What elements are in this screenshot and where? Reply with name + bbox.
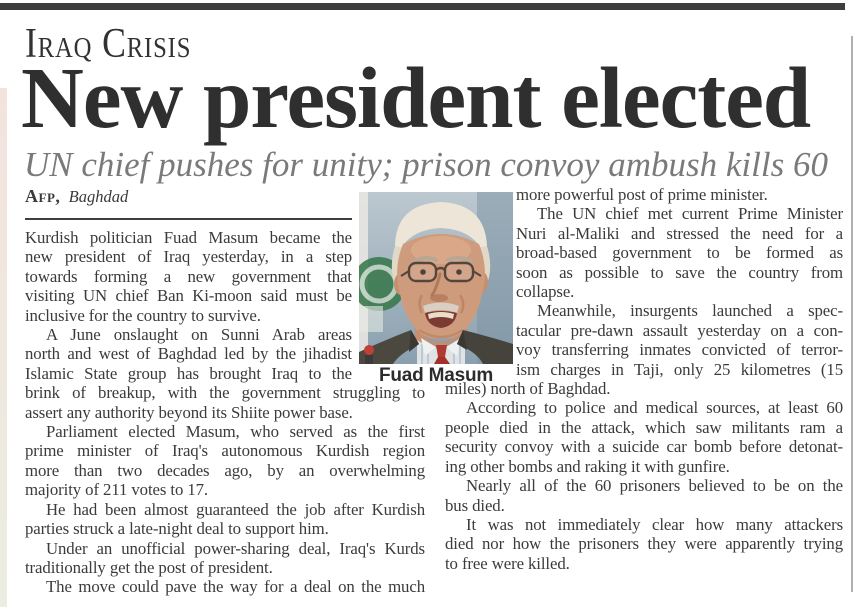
byline-location: Baghdad	[68, 187, 129, 206]
portrait-illustration	[359, 192, 513, 364]
body-line: more powerful post of prime minister.	[516, 185, 768, 204]
body-line: miles) north of Baghdad.	[445, 379, 611, 399]
body-line: Under an unofficial power-sharing deal, …	[46, 538, 425, 558]
body-line: Islamic State group has brought Iraq to …	[25, 363, 352, 383]
body-line: assert any authority beyond its Shiite p…	[25, 402, 353, 422]
body-line: brink of breakup, with the government st…	[25, 383, 425, 403]
body-line: The move could pave the way for a deal o…	[46, 577, 425, 597]
body-line: voy transferring inmates convicted of te…	[516, 340, 843, 360]
body-line: prime minister of Iraq's autonomous Kurd…	[25, 441, 425, 461]
article-column-left: Kurdish politician Fuad Masum became the…	[25, 228, 425, 597]
body-line: to free were killed.	[445, 553, 570, 573]
body-line: north and west of Baghdad led by the jih…	[25, 344, 352, 364]
body-line: parties struck a late-night deal to supp…	[25, 519, 329, 539]
headline: New president elected	[21, 49, 811, 146]
body-line: soon as possible to save the country fro…	[516, 262, 843, 282]
body-line: people died in the attack, which saw mil…	[445, 417, 843, 437]
right-column-rule	[851, 36, 853, 592]
portrait-man	[359, 202, 513, 364]
body-line: collapse.	[516, 282, 575, 302]
body-line: majority of 211 votes to 17.	[25, 480, 209, 500]
body-line: The UN chief met current Prime Minister	[537, 204, 843, 224]
photo-caption: Fuad Masum	[378, 365, 494, 386]
body-line: ism charges in Taji, only 25 kilometres …	[516, 359, 843, 379]
body-line: more than two decades ago, by an overwhe…	[25, 460, 425, 480]
page-edge-artifact	[0, 88, 7, 607]
body-line: traditionally get the post of president.	[25, 557, 273, 577]
byline-rule	[25, 218, 352, 220]
body-line: new president of Iraq yesterday, in a st…	[25, 247, 352, 267]
body-line: towards forming a new government that	[25, 266, 352, 286]
subheadline: UN chief pushes for unity; prison convoy…	[24, 145, 828, 184]
body-line: bus died.	[445, 495, 505, 515]
body-line: tacular pre-dawn assault yesterday on a …	[516, 320, 843, 340]
byline-agency: AFP,	[25, 186, 61, 206]
fuad-masum-photo	[359, 192, 513, 364]
section-kicker: Iraq Crisis	[25, 21, 192, 67]
body-line: Kurdish politician Fuad Masum became the	[25, 228, 352, 247]
body-line: died nor how the prisoners they were app…	[445, 534, 843, 554]
body-line: Nearly all of the 60 prisoners believed …	[466, 476, 843, 496]
top-rule-bar	[0, 3, 845, 10]
byline: AFP, Baghdad	[25, 186, 128, 207]
body-line: inclusive for the country to survive.	[25, 305, 261, 325]
body-line: According to police and medical sources,…	[466, 398, 843, 418]
body-line: Nuri al-Maliki and stressed the need for…	[516, 223, 843, 243]
body-line: Meanwhile, insurgents launched a spec-	[537, 301, 843, 321]
body-line: security convoy with a suicide car bomb …	[445, 437, 843, 457]
body-line: A June onslaught on Sunni Arab areas	[46, 325, 352, 345]
article-column-right: more powerful post of prime minister. The…	[445, 185, 843, 573]
body-line: Parliament elected Masum, who served as …	[46, 422, 425, 442]
body-line: He had been almost guaranteed the job af…	[46, 499, 425, 519]
body-line: ing other bombs and raking it with gunfi…	[445, 456, 730, 476]
body-line: It was not immediately clear how many at…	[466, 514, 843, 534]
body-line: broad-based government to be formed as	[516, 243, 843, 263]
body-line: visiting UN chief Ban Ki-moon said must …	[25, 286, 352, 306]
